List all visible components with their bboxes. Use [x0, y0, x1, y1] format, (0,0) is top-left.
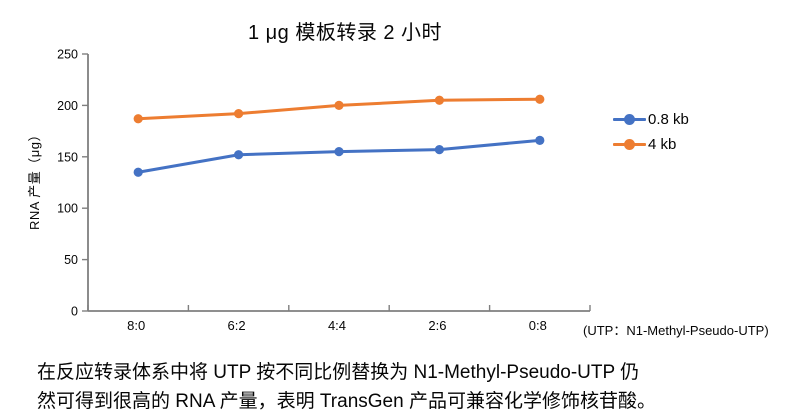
legend-dot: [624, 138, 635, 150]
x-tick-label: 6:2: [228, 318, 246, 333]
legend-dot: [624, 113, 635, 125]
y-tick-label: 50: [64, 253, 78, 267]
data-point-4-kb-4:4: [334, 100, 344, 110]
x-tick-label: 4:4: [328, 318, 346, 333]
x-tick-label: 0:8: [529, 318, 547, 333]
legend-item-4kb: 4 kb: [613, 135, 689, 153]
y-tick-label: 100: [57, 202, 78, 216]
x-tick-label: 2:6: [428, 318, 446, 333]
data-point-4-kb-8:0: [133, 114, 143, 124]
data-point-4-kb-0:8: [535, 94, 545, 104]
data-point-0.8-kb-6:2: [234, 150, 244, 160]
x-axis-note: (UTP：N1-Methyl-Pseudo-UTP): [583, 323, 769, 338]
y-tick-label: 250: [57, 48, 78, 62]
chart-legend: 0.8 kb 4 kb: [613, 110, 689, 153]
caption-line-2: 然可得到很高的 RNA 产量，表明 TransGen 产品可兼容化学修饰核苷酸。: [37, 391, 656, 412]
data-point-0.8-kb-0:8: [535, 135, 545, 145]
y-tick-label: 150: [57, 150, 78, 164]
legend-line-marker-icon: [613, 138, 646, 150]
legend-item-0-8kb: 0.8 kb: [613, 110, 689, 128]
chart-title: 1 μg 模板转录 2 小时: [247, 22, 443, 44]
legend-line-marker-icon: [613, 113, 646, 125]
legend-label-4kb: 4 kb: [648, 135, 677, 153]
y-tick-label: 200: [57, 99, 78, 113]
y-tick-label: 0: [71, 305, 78, 319]
series-line-0.8-kb: [136, 138, 542, 174]
data-point-0.8-kb-2:6: [434, 145, 444, 155]
figure-caption: 在反应转录体系中将 UTP 按不同比例替换为 N1-Methyl-Pseudo-…: [37, 358, 656, 416]
data-point-4-kb-6:2: [234, 109, 244, 119]
data-point-4-kb-2:6: [434, 95, 444, 105]
caption-line-1: 在反应转录体系中将 UTP 按不同比例替换为 N1-Methyl-Pseudo-…: [37, 362, 640, 383]
x-tick-label: 8:0: [127, 318, 145, 333]
data-point-0.8-kb-4:4: [334, 147, 344, 157]
legend-label-0-8kb: 0.8 kb: [648, 110, 689, 128]
data-point-0.8-kb-8:0: [133, 167, 143, 177]
line-chart: 0 50 100 150 200 250 8:0 6:2 4:4 2:6 0:8: [57, 48, 591, 333]
